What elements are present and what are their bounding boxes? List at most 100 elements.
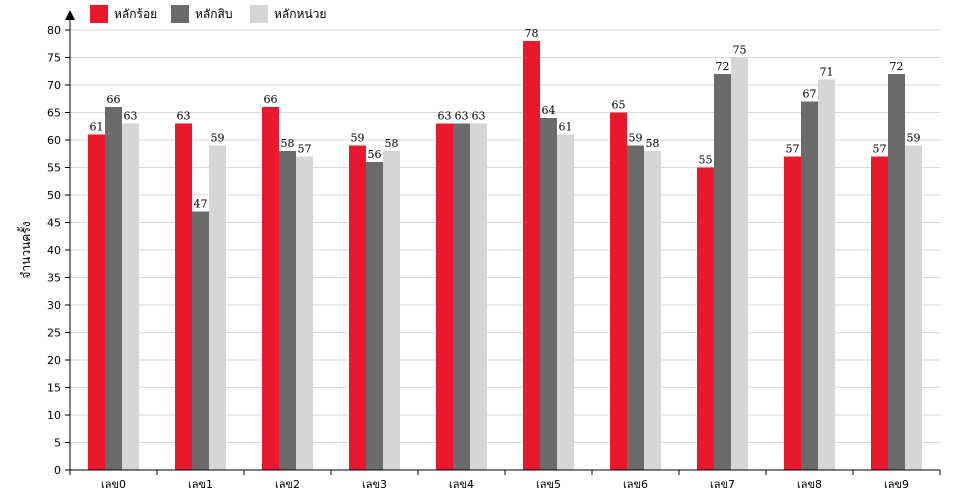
x-tick-label: เลข9 [884,478,909,491]
x-tick-label: เลข5 [536,478,561,491]
bar [871,156,888,470]
x-tick-label: เลข1 [188,478,213,491]
data-label: 63 [472,110,486,123]
y-tick-label: 75 [47,52,61,65]
data-label: 61 [559,121,573,134]
data-label: 64 [542,104,556,117]
bar [192,211,209,470]
bar [784,156,801,470]
y-tick-label: 0 [54,464,61,477]
data-label: 59 [351,132,365,145]
legend-label: หลักร้อย [114,7,157,21]
x-tick-label: เลข7 [710,478,735,491]
bar [905,145,922,470]
y-tick-label: 70 [47,79,61,92]
y-tick-label: 60 [47,134,61,147]
bar [644,151,661,470]
bar [697,167,714,470]
data-label: 72 [716,60,730,73]
data-label: 55 [699,154,713,167]
bar [88,134,105,470]
data-label: 59 [907,132,921,145]
bar [627,145,644,470]
bar [436,123,453,470]
y-axis-arrow-icon [65,10,75,20]
data-label: 61 [90,121,104,134]
x-tick-label: เลข8 [797,478,822,491]
bar [175,123,192,470]
data-label: 66 [107,93,121,106]
y-tick-label: 15 [47,382,61,395]
bar [557,134,574,470]
bar [122,123,139,470]
bar [714,74,731,470]
data-label: 57 [873,143,887,156]
data-label: 66 [264,93,278,106]
bar [279,151,296,470]
data-label: 63 [438,110,452,123]
bars [88,41,922,470]
y-tick-label: 50 [47,189,61,202]
bar [262,107,279,470]
y-tick-label: 35 [47,272,61,285]
data-label: 59 [211,132,225,145]
data-label: 56 [368,148,382,161]
data-label: 65 [612,99,626,112]
y-tick-label: 65 [47,107,61,120]
y-tick-label: 25 [47,327,61,340]
x-tick-label: เลข3 [362,478,387,491]
data-label: 63 [177,110,191,123]
x-tick-label: เลข2 [275,478,300,491]
bar [540,118,557,470]
y-tick-label: 20 [47,354,61,367]
x-tick-label: เลข0 [101,478,126,491]
bar [105,107,122,470]
x-tick-label: เลข6 [623,478,648,491]
data-label: 58 [385,137,399,150]
bar [801,101,818,470]
data-label: 58 [646,137,660,150]
bar [383,151,400,470]
y-tick-label: 5 [54,437,61,450]
y-tick-label: 40 [47,244,61,257]
y-ticks: 0 5 10 15 20 25 30 35 40 45 50 55 60 65 70 75 80 [47,24,70,477]
bar [296,156,313,470]
data-label: 57 [786,143,800,156]
bar [523,41,540,470]
bar [366,162,383,470]
y-tick-label: 55 [47,162,61,175]
data-label: 71 [820,66,834,79]
data-label: 57 [298,143,312,156]
bar [470,123,487,470]
data-label: 58 [281,137,295,150]
data-label: 75 [733,44,747,57]
data-label: 72 [890,60,904,73]
y-tick-label: 10 [47,409,61,422]
legend-label: หลักหน่วย [274,7,326,21]
legend-swatch [171,5,189,23]
data-label: 59 [629,132,643,145]
data-label: 63 [124,110,138,123]
bar [453,123,470,470]
bar [209,145,226,470]
bar [610,112,627,470]
data-label: 63 [455,110,469,123]
data-label: 47 [194,198,208,211]
data-label: 67 [803,88,817,101]
legend-label: หลักสิบ [195,7,232,21]
y-tick-label: 80 [47,24,61,37]
legend-swatch [250,5,268,23]
y-axis-title: จำนวนครั้ง [17,221,33,278]
bar [731,57,748,470]
legend-swatch [90,5,108,23]
y-tick-label: 45 [47,217,61,230]
y-tick-label: 30 [47,299,61,312]
bar [349,145,366,470]
x-ticks: เลข0 เลข1 เลข2 เลข3 เลข4 เลข5 เลข6 เลข7 เลข8 เลข9 [69,470,941,491]
data-label: 78 [525,27,539,40]
x-tick-label: เลข4 [449,478,474,491]
bar [818,79,835,470]
